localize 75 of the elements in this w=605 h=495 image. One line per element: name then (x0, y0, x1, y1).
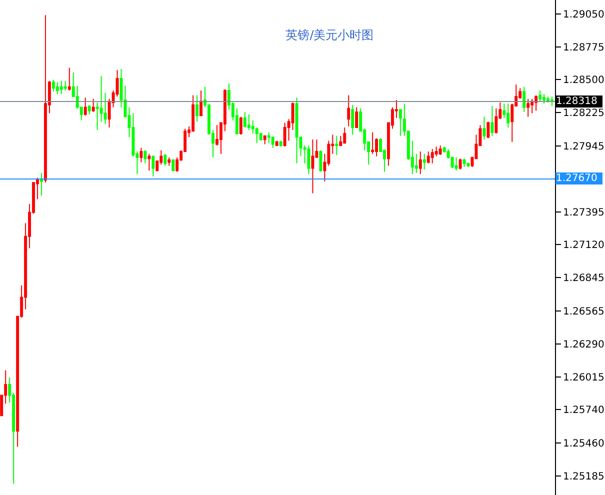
candlestick (490, 106, 494, 136)
candlestick (486, 121, 490, 139)
candlestick (307, 144, 310, 175)
candlestick (279, 140, 282, 148)
y-tick-label: 1.25460 (563, 438, 604, 450)
candlestick (534, 94, 538, 112)
candlestick (140, 147, 143, 163)
y-tick-label: 1.26845 (563, 273, 604, 284)
candlestick (398, 109, 402, 136)
y-tick-label: 1.28225 (563, 108, 604, 120)
candlestick (550, 96, 554, 107)
y-tick-label: 1.28500 (563, 75, 604, 86)
candlestick (92, 98, 95, 113)
candlestick (311, 139, 314, 194)
y-tick-label: 1.26565 (563, 306, 604, 318)
candlestick (196, 94, 199, 122)
candlestick (64, 80, 67, 91)
candlestick (506, 103, 510, 128)
text: 英镑/美元小时图 (286, 28, 374, 42)
candlestick (247, 114, 250, 130)
candlestick (319, 150, 322, 172)
candlestick (52, 79, 55, 92)
candlestick (418, 150, 422, 175)
y-tick-label: 1.26290 (563, 339, 604, 350)
candlestick (263, 135, 266, 145)
candlestick (152, 156, 155, 178)
candlestick (283, 122, 286, 148)
candlestick (200, 90, 202, 116)
candlestick (343, 127, 346, 144)
candlestick (458, 158, 462, 170)
candlestick (243, 112, 246, 128)
candlestick (275, 140, 278, 146)
candlestick (88, 106, 91, 115)
candlestick (335, 135, 338, 156)
candlestick (271, 136, 274, 148)
candlestick (426, 150, 430, 164)
candlestick (538, 90, 542, 102)
candlestick (172, 159, 175, 172)
candlestick (351, 104, 354, 136)
y-tick-label: 1.27395 (563, 207, 604, 218)
candlestick (295, 97, 298, 164)
y-tick-label: 1.25740 (563, 405, 604, 416)
candlestick (542, 94, 546, 104)
y-tick-label: 1.29050 (563, 9, 604, 20)
y-tick-label: 1.26015 (563, 372, 604, 384)
ref-line-label: 1.28318 (556, 96, 598, 107)
candlestick (40, 172, 43, 196)
candlestick (44, 14, 47, 184)
ref-line-label: 1.27670 (556, 173, 598, 184)
candlestick (148, 153, 151, 172)
y-tick-label: 1.27945 (563, 142, 604, 153)
candlestick (164, 154, 167, 166)
candlestick (430, 148, 434, 164)
candlestick (347, 94, 350, 127)
y-tick-label: 1.25185 (563, 471, 604, 482)
candlestick (267, 132, 270, 144)
candlestick (454, 156, 458, 172)
candlestick (422, 153, 426, 170)
candlestick (462, 158, 466, 168)
candlestick (482, 116, 486, 140)
candlestick (239, 116, 242, 136)
candlestick (168, 156, 171, 166)
candlestick (144, 150, 147, 164)
candlestick (56, 82, 59, 95)
candlestick (530, 98, 534, 114)
candlestick (60, 80, 63, 95)
candlestick (371, 132, 374, 154)
candlestick (84, 97, 87, 116)
candlestick (522, 86, 526, 113)
y-tick-label: 1.27120 (563, 240, 604, 252)
candlestick (355, 106, 358, 128)
candlestick (526, 98, 530, 118)
candlestick (438, 144, 442, 156)
candlestick (68, 67, 71, 91)
y-tick-label: 1.28775 (563, 42, 604, 54)
